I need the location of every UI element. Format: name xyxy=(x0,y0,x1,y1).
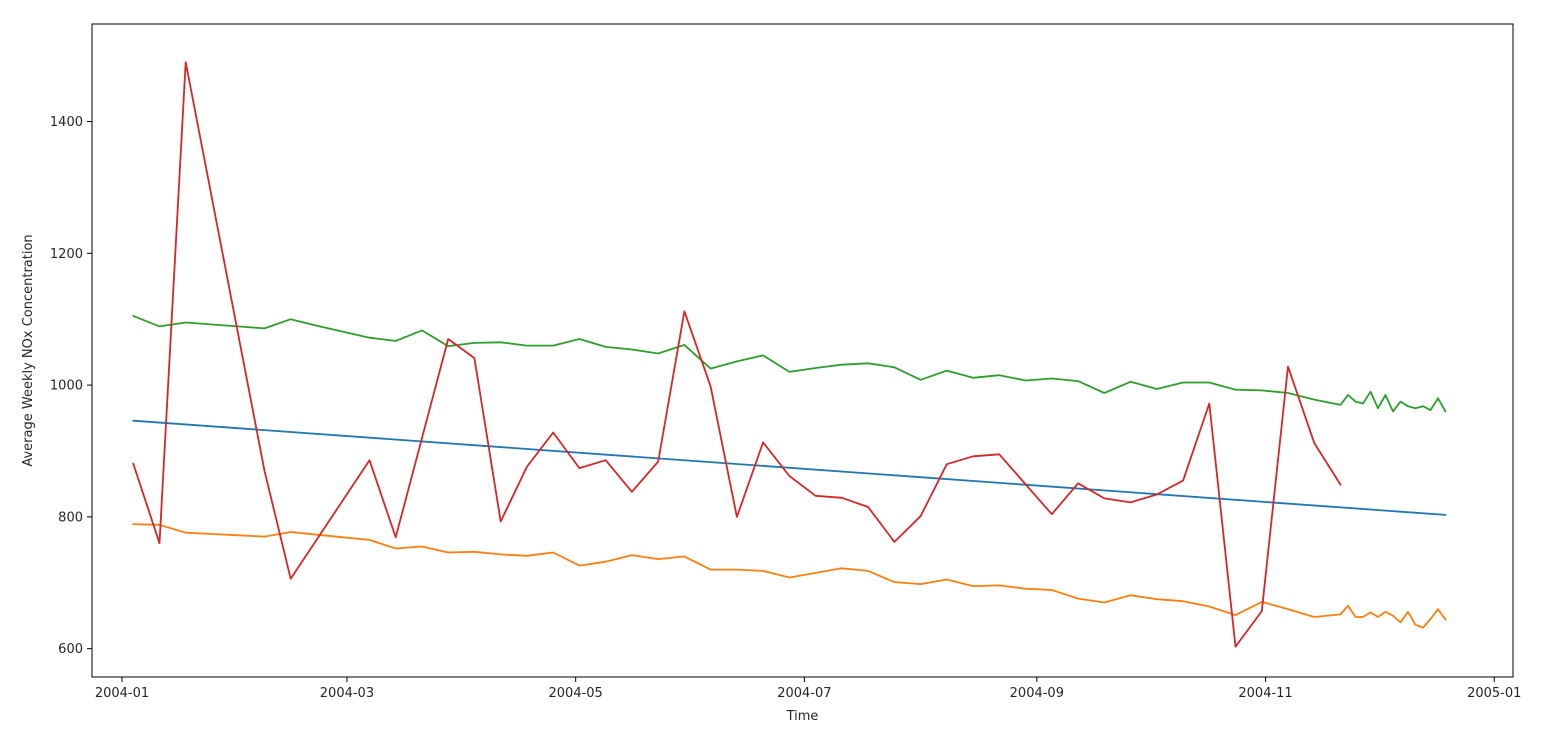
plot-frame xyxy=(91,23,1514,678)
y-tick-label: 1400 xyxy=(50,115,83,130)
y-tick-label: 1000 xyxy=(50,379,83,394)
series-line-2 xyxy=(132,523,1447,629)
y-axis-label: Average Weekly NOx Concentration xyxy=(21,234,36,466)
x-axis: 2004-01 2004-03 2004-05 2004-07 2004-09 2004-… xyxy=(95,677,1521,701)
x-tick-label: 2005-01 xyxy=(1467,686,1521,701)
x-tick-label: 2004-07 xyxy=(777,686,831,701)
series-line-3 xyxy=(132,314,1447,413)
x-tick-label: 2004-01 xyxy=(95,686,149,701)
y-axis: 600 800 1000 1200 1400 xyxy=(50,115,92,657)
series-layer xyxy=(132,61,1447,648)
y-tick-label: 1200 xyxy=(50,247,83,262)
x-tick-label: 2004-03 xyxy=(320,686,374,701)
series-line-1 xyxy=(132,419,1447,516)
x-tick-label: 2004-05 xyxy=(549,686,603,701)
x-tick-label: 2004-09 xyxy=(1010,686,1064,701)
y-tick-label: 600 xyxy=(58,642,83,657)
y-tick-label: 800 xyxy=(58,510,83,525)
x-axis-label: Time xyxy=(786,709,819,724)
series-line-4 xyxy=(132,61,1342,648)
x-tick-label: 2004-11 xyxy=(1238,686,1292,701)
